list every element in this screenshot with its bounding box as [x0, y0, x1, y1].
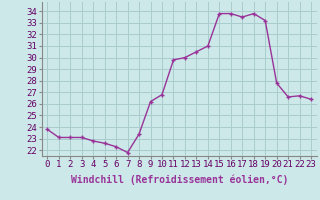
X-axis label: Windchill (Refroidissement éolien,°C): Windchill (Refroidissement éolien,°C) — [70, 175, 288, 185]
